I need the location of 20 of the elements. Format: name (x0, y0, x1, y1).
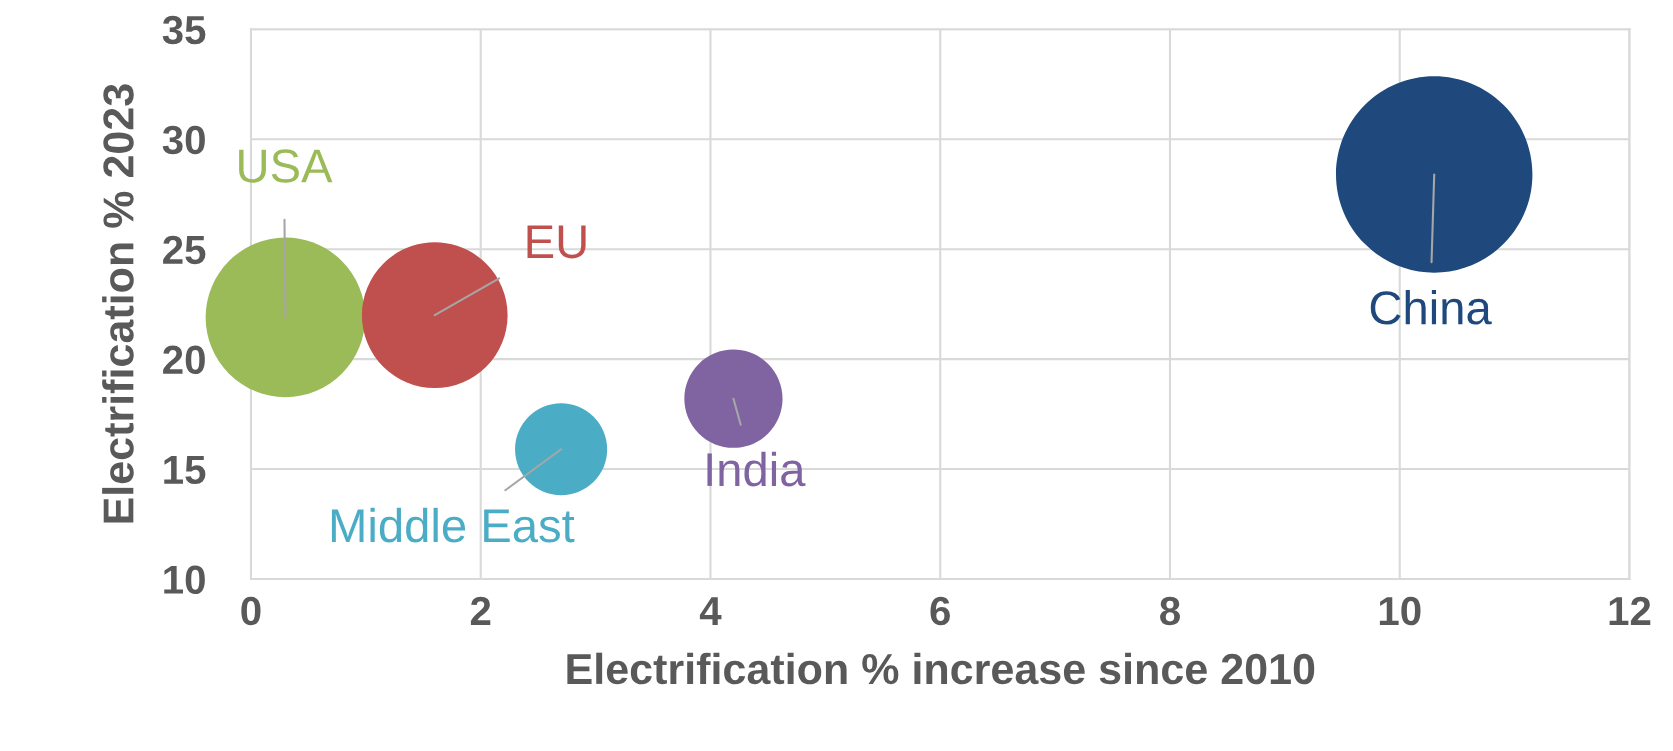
x-tick-label: 12 (1609, 596, 1651, 625)
series-label: China (1370, 289, 1492, 325)
y-tick-label: 35 (162, 15, 206, 45)
series-label: EU (527, 225, 586, 259)
x-tick-label: 10 (1379, 596, 1421, 626)
x-tick-label: 6 (930, 596, 950, 626)
y-tick-label: 15 (164, 455, 206, 485)
y-tick-label: 30 (162, 125, 205, 155)
series-label: India (707, 451, 806, 487)
x-tick-label: 4 (699, 597, 722, 625)
series-label: USA (239, 149, 333, 183)
x-tick-label: 2 (470, 596, 491, 625)
y-axis-title: Electrification % 2023 (102, 84, 134, 523)
y-tick-label: 25 (163, 235, 206, 265)
y-tick-label: 10 (164, 565, 205, 595)
x-tick-label: 0 (241, 596, 261, 626)
y-tick-label: 20 (163, 345, 205, 375)
series-label: Middle East (331, 507, 575, 543)
x-tick-label: 8 (1160, 596, 1180, 626)
x-axis-title: Electrification % increase since 2010 (567, 652, 1315, 685)
